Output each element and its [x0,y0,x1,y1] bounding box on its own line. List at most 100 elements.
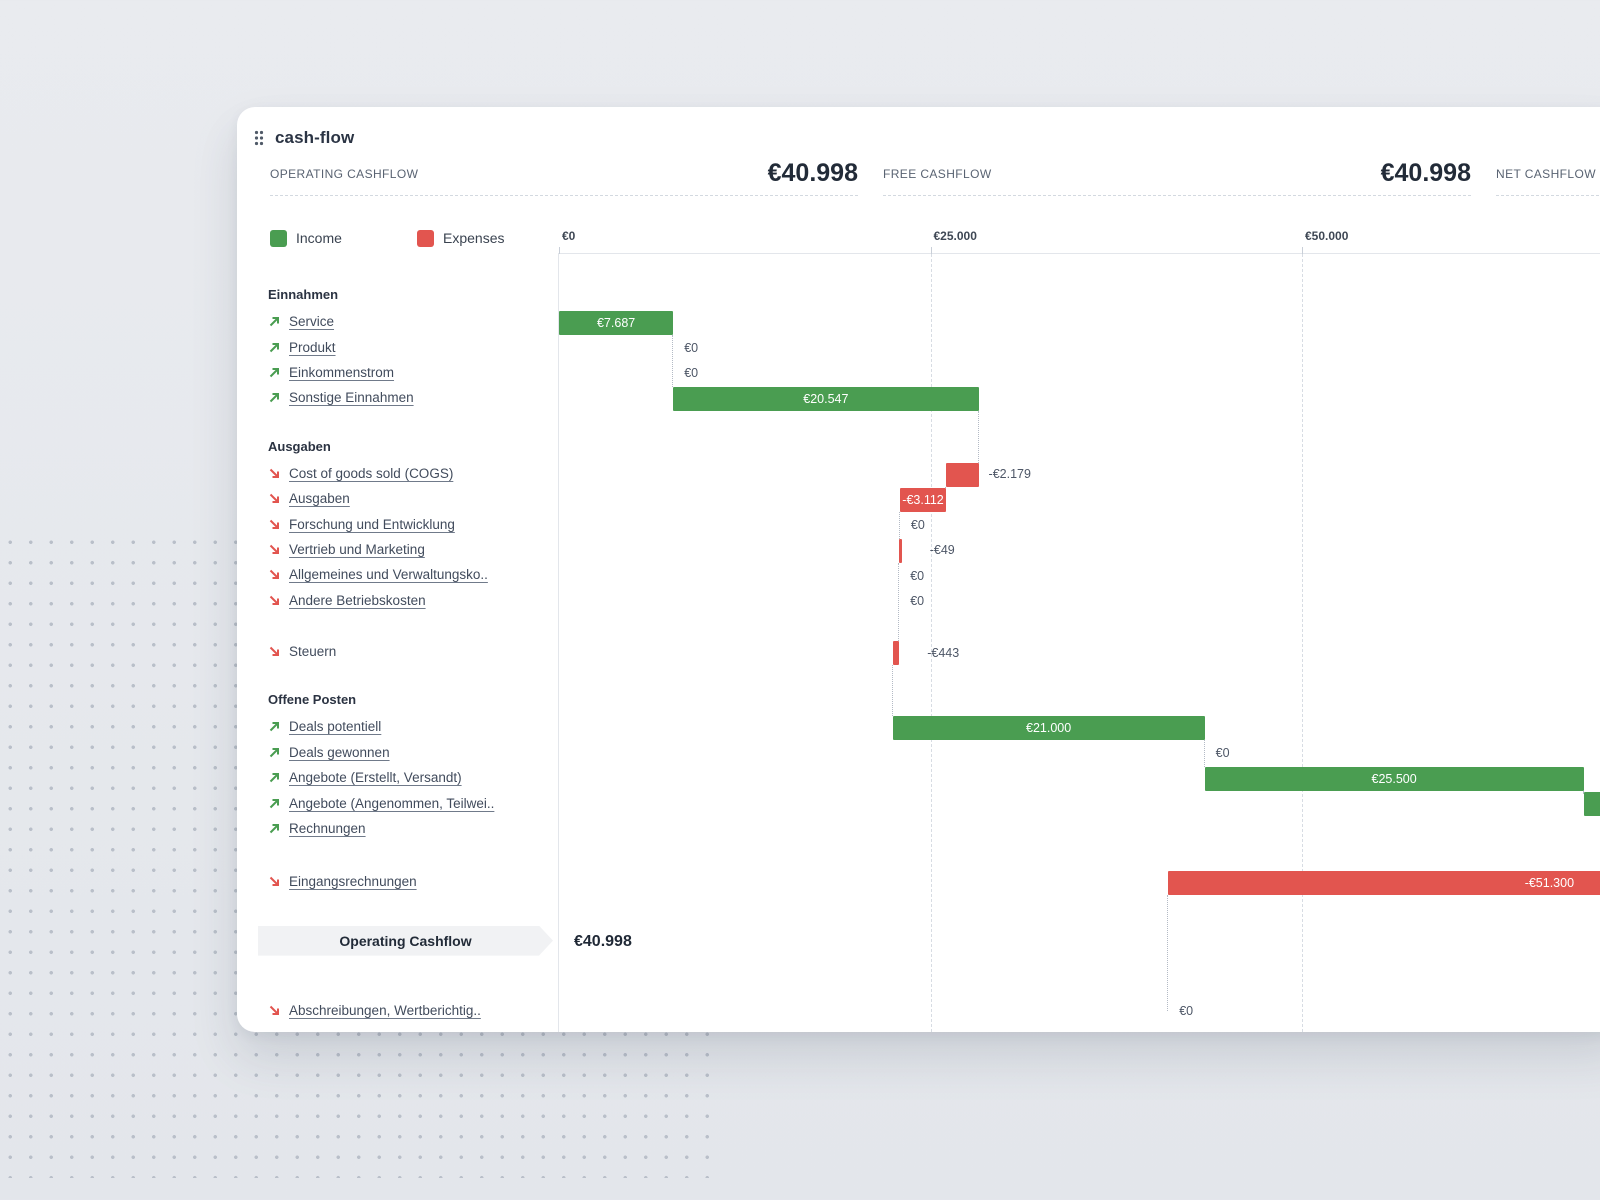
gridline [1302,254,1303,1032]
sidebar-item-produkt[interactable]: Produkt [253,334,558,359]
sidebar-item-angebote-erstellt-versandt[interactable]: Angebote (Erstellt, Versandt) [253,765,558,790]
sidebar-item-angebote-angenommen-teilwei[interactable]: Angebote (Angenommen, Teilwei.. [253,790,558,815]
sidebar-item-label[interactable]: Forschung und Entwicklung [289,516,455,532]
income-arrow-icon [269,317,279,327]
spacer [253,964,558,998]
sidebar-item-label: Steuern [289,644,337,660]
sidebar-item-andere-betriebskosten[interactable]: Andere Betriebskosten [253,588,558,613]
bar-angebote-erstellt-versandt[interactable]: €25.500 [1204,767,1584,792]
sidebar-item-abschreibungen-wertberichtig[interactable]: Abschreibungen, Wertberichtig.. [253,998,558,1023]
connector-line [672,335,674,388]
bar-sonstige-einnahmen[interactable]: €20.547 [673,387,979,412]
sidebar-item-label[interactable]: Abschreibungen, Wertberichtig.. [289,1002,481,1018]
sidebar-item-label[interactable]: Einkommenstrom [289,364,395,380]
connector-line [977,411,979,463]
bar-cost-of-goods-sold-cogs[interactable] [946,462,979,487]
expense-arrow-icon [269,877,279,887]
bar-value-label: €20.547 [803,392,849,407]
kpi-operating-cashflow: OPERATING CASHFLOW €40.998 [270,161,858,196]
sidebar-item-deals-potentiell[interactable]: Deals potentiell [253,714,558,739]
card-header: cash-flow [237,107,1600,148]
chart-row [559,817,1600,842]
connector-line [1582,791,1584,793]
expense-arrow-icon [269,646,279,657]
legend-expenses-label: Expenses [443,230,505,246]
axis-tick-label: €25.000 [933,229,977,243]
legend-income-label: Income [296,230,342,246]
bar-angebote-angenommen-teilwei[interactable] [1583,792,1600,817]
chart-row: €7.687 [559,310,1600,335]
sidebar-item-einkommenstrom[interactable]: Einkommenstrom [253,360,558,385]
sidebar-item-label[interactable]: Vertrieb und Marketing [289,541,425,557]
income-arrow-icon [269,773,279,783]
connector-line [1167,895,1169,1012]
sidebar-item-label[interactable]: Rechnungen [289,821,366,837]
income-arrow-icon [269,824,279,834]
expense-arrow-icon [269,493,279,504]
chart-row: €0 [559,589,1600,614]
expenses-swatch-icon [417,229,434,247]
legend-income[interactable]: Income [270,223,417,253]
sidebar-item-label[interactable]: Service [289,314,335,330]
sidebar-item-deals-gewonnen[interactable]: Deals gewonnen [253,740,558,765]
section-header-ausgaben: Ausgaben [268,438,331,454]
sidebar-item-vertrieb-und-marketing[interactable]: Vertrieb und Marketing [253,537,558,562]
sidebar-item-label[interactable]: Eingangsrechnungen [289,874,417,890]
cash-flow-widget: cash-flow OPERATING CASHFLOW €40.998 FRE… [237,107,1600,1032]
sidebar-item-rechnungen[interactable]: Rechnungen [253,816,558,841]
bar-deals-potentiell[interactable]: €21.000 [892,716,1205,741]
chart-row [559,679,1600,715]
sidebar-item-label[interactable]: Deals potentiell [289,719,382,735]
kpi-value: €40.998 [767,159,858,187]
drag-handle-icon[interactable] [254,130,264,146]
axis-tick-mark [930,247,932,254]
bar-steuern[interactable] [892,640,900,665]
sidebar-item-allgemeines-und-verwaltungsko[interactable]: Allgemeines und Verwaltungsko.. [253,562,558,587]
axis-tick-label: €0 [562,229,576,243]
chart-row: €25.500 [559,766,1600,792]
sidebar-item-forschung-und-entwicklung[interactable]: Forschung und Entwicklung [253,511,558,536]
chart-row [559,665,1600,679]
chart-row: €20.547 [559,386,1600,412]
sidebar-item-label[interactable]: Andere Betriebskosten [289,592,426,608]
spacer [253,613,558,639]
zero-value-label: €0 [910,518,925,533]
zero-value-label: €0 [1215,746,1230,761]
sidebar-item-label[interactable]: Deals gewonnen [289,744,390,760]
spacer [253,664,558,678]
sidebar-item-ausgaben[interactable]: Ausgaben [253,486,558,511]
waterfall-chart-area: €0 €25.000 €50.000 €7.687 €0 €0 €20.547 -€2.179… [558,229,1600,1032]
sidebar-item-label[interactable]: Cost of goods sold (COGS) [289,465,454,481]
sidebar-item-label[interactable]: Angebote (Erstellt, Versandt) [289,770,462,786]
zero-value-label: €0 [684,366,699,381]
sidebar-item-cost-of-goods-sold-cogs[interactable]: Cost of goods sold (COGS) [253,461,558,486]
legend: Income Expenses [237,196,1600,253]
bar-service[interactable]: €7.687 [559,311,674,335]
bar-value-label: €25.500 [1371,772,1417,787]
sidebar-item-label[interactable]: Produkt [289,339,336,355]
chart-row [559,614,1600,640]
expense-arrow-icon [269,570,279,580]
sidebar-item-label[interactable]: Angebote (Angenommen, Teilwei.. [289,795,495,811]
sidebar-item-service[interactable]: Service [253,309,558,334]
chart-row [559,426,1600,462]
bar-value-label: €21.000 [1026,721,1072,736]
connector-line [1203,740,1205,768]
bar-eingangsrechnungen[interactable]: -€51.300 [1168,871,1600,896]
chart-row: €21.000 [559,715,1600,741]
connector-line [898,512,900,539]
sidebar-item-label[interactable]: Ausgaben [289,491,350,507]
expense-arrow-icon [269,468,279,478]
sidebar-item-eingangsrechnungen[interactable]: Eingangsrechnungen [253,869,558,894]
sidebar-item-label[interactable]: Allgemeines und Verwaltungsko.. [289,567,488,583]
axis-tick-label: €50.000 [1305,229,1349,243]
sidebar-item-label[interactable]: Sonstige Einnahmen [289,390,414,406]
bar-vertrieb-und-marketing[interactable] [899,538,902,563]
bar-ausgaben[interactable]: -€3.112 [899,487,947,512]
income-arrow-icon [269,722,279,732]
chart-row: €0 [559,563,1600,588]
bar-value-label: -€443 [927,645,960,660]
income-arrow-icon [269,747,279,758]
legend-expenses[interactable]: Expenses [417,223,564,253]
sidebar-item-sonstige-einnahmen[interactable]: Sonstige Einnahmen [253,385,558,410]
